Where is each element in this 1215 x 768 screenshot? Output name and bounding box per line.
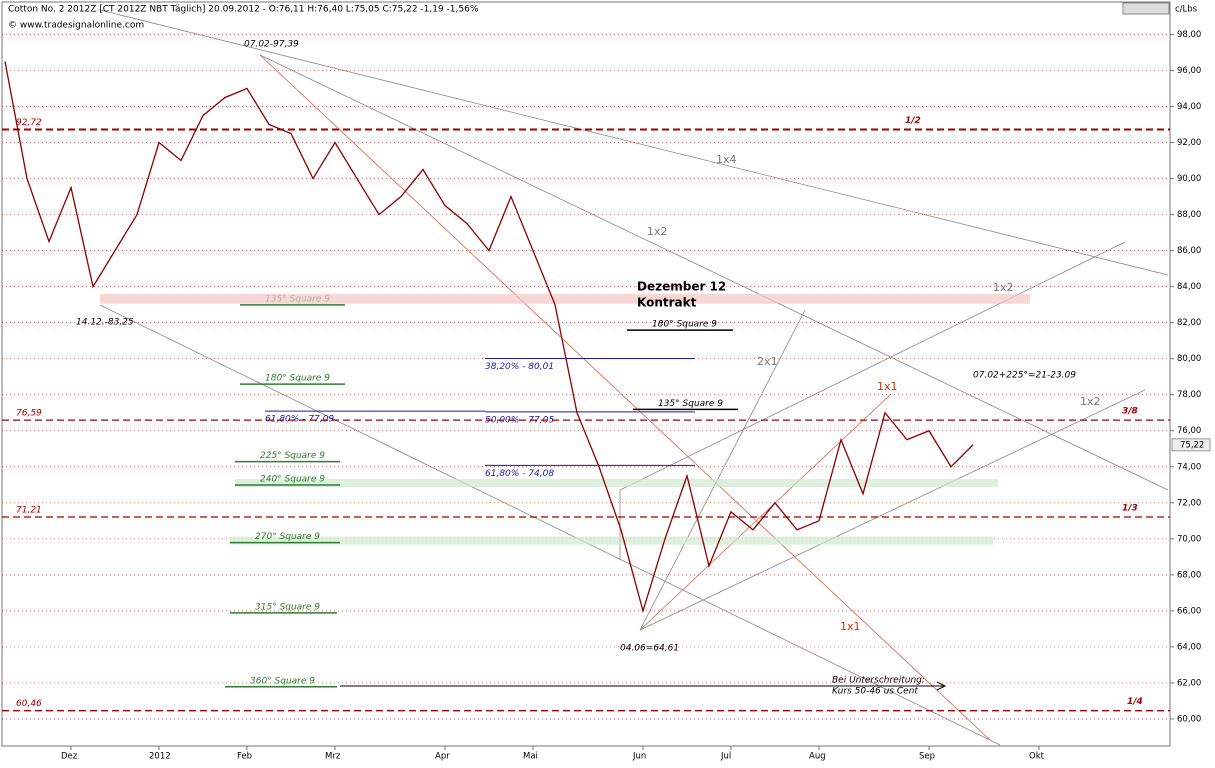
square-label: 240° Square 9 xyxy=(260,474,325,484)
square-label: 360° Square 9 xyxy=(250,676,315,686)
y-tick-label: 80,00 xyxy=(1177,354,1201,364)
square-label: 315° Square 9 xyxy=(255,602,320,612)
time-note: 07.02+225°=21-23.09 xyxy=(973,371,1076,381)
note: Bei Unterschreitung: xyxy=(832,676,925,686)
x-tick-label: Mrz xyxy=(325,752,341,762)
x-tick-label: Okt xyxy=(1029,752,1045,762)
level-name: 1/3 xyxy=(1122,504,1138,514)
trend-line xyxy=(99,304,1001,746)
square-label: 180° Square 9 xyxy=(652,320,717,330)
gann-label: 1x2 xyxy=(993,281,1014,294)
low-label: 04.06=64,61 xyxy=(620,644,679,654)
x-tick-label: Dez xyxy=(61,752,78,762)
gann-label: 1x2 xyxy=(1080,395,1101,408)
gann-label: 1x1 xyxy=(840,620,861,633)
y-tick-label: 62,00 xyxy=(1177,678,1201,688)
fib-label: 38,20% - 80,01 xyxy=(485,362,554,372)
low-label: 14.12.-83,25 xyxy=(76,318,134,328)
contract-title: Kontrakt xyxy=(637,296,697,310)
x-tick-label: 2012 xyxy=(149,752,171,762)
square-label: 180° Square 9 xyxy=(265,374,330,384)
level-name: 1/4 xyxy=(1127,697,1143,707)
y-tick-label: 84,00 xyxy=(1177,282,1201,292)
level-name: 3/8 xyxy=(1122,407,1138,417)
gann-line xyxy=(639,394,891,631)
y-tick-label: 94,00 xyxy=(1177,102,1201,112)
price-line xyxy=(4,61,974,614)
y-tick-label: 88,00 xyxy=(1177,210,1201,220)
x-tick-label: Aug xyxy=(809,752,826,762)
unit: c/Lbs xyxy=(1175,5,1198,15)
gann-label: 1x2 xyxy=(647,225,668,238)
contract-band xyxy=(100,293,1030,304)
contract-title: Dezember 12 xyxy=(637,280,726,294)
y-tick-label: 74,00 xyxy=(1177,462,1201,472)
x-tick-label: Jul xyxy=(720,752,731,762)
gann-label: 1x1 xyxy=(877,380,898,393)
level-name: 1/2 xyxy=(905,116,921,126)
level-value: 92,72 xyxy=(16,118,42,128)
trend-line xyxy=(619,241,1126,491)
y-tick-label: 66,00 xyxy=(1177,606,1201,616)
x-tick-label: Jun xyxy=(632,752,646,762)
square-label: 270° Square 9 xyxy=(255,532,320,542)
gann-label: 2x1 xyxy=(757,355,778,368)
nav-button[interactable] xyxy=(1122,2,1170,15)
gann-lines xyxy=(259,54,991,741)
note: Kurs 50-46 us Cent xyxy=(832,687,918,697)
trend-line xyxy=(639,309,806,631)
level-value: 71,21 xyxy=(16,506,42,516)
arrow-head xyxy=(936,681,947,691)
y-tick-label: 76,00 xyxy=(1177,426,1201,436)
y-tick-label: 68,00 xyxy=(1177,570,1201,580)
y-tick-label: 92,00 xyxy=(1177,138,1201,148)
last-price-label: 75,22 xyxy=(1180,440,1204,450)
fib-label: 61,80% - 74,08 xyxy=(485,469,554,479)
y-tick-label: 70,00 xyxy=(1177,534,1201,544)
instrument-header: Cotton No. 2 2012Z [CT 2012Z NBT Täglich… xyxy=(8,5,479,15)
y-tick-label: 96,00 xyxy=(1177,66,1201,76)
y-tick-label: 90,00 xyxy=(1177,174,1201,184)
x-tick-label: Apr xyxy=(435,752,450,762)
square-band xyxy=(230,536,993,545)
nav-buttons[interactable] xyxy=(1122,2,1170,15)
y-tick-label: 64,00 xyxy=(1177,642,1201,652)
x-tick-label: Mai xyxy=(523,752,538,762)
square-band xyxy=(235,478,998,487)
y-tick-label: 78,00 xyxy=(1177,390,1201,400)
y-tick-label: 60,00 xyxy=(1177,714,1201,724)
square-label: 135° Square 9 xyxy=(658,399,723,409)
y-tick-label: 86,00 xyxy=(1177,246,1201,256)
level-value: 76,59 xyxy=(16,409,42,419)
y-tick-label: 72,00 xyxy=(1177,498,1201,508)
x-tick-label: Feb xyxy=(237,752,252,762)
source: © www.tradesignalonline.com xyxy=(8,21,144,31)
y-tick-label: 82,00 xyxy=(1177,318,1201,328)
high-label: 07.02-97,39 xyxy=(244,40,299,50)
trend-lines xyxy=(99,9,1169,746)
trend-line xyxy=(259,54,1169,491)
trend-line xyxy=(639,389,1146,631)
last-price-tag xyxy=(1171,438,1211,452)
gann-label: 1x4 xyxy=(716,153,737,166)
square-label: 225° Square 9 xyxy=(260,451,325,461)
level-value: 60,46 xyxy=(16,699,42,709)
x-tick-label: Sep xyxy=(919,752,935,762)
gann-line xyxy=(259,54,991,741)
y-tick-label: 98,00 xyxy=(1177,30,1201,40)
